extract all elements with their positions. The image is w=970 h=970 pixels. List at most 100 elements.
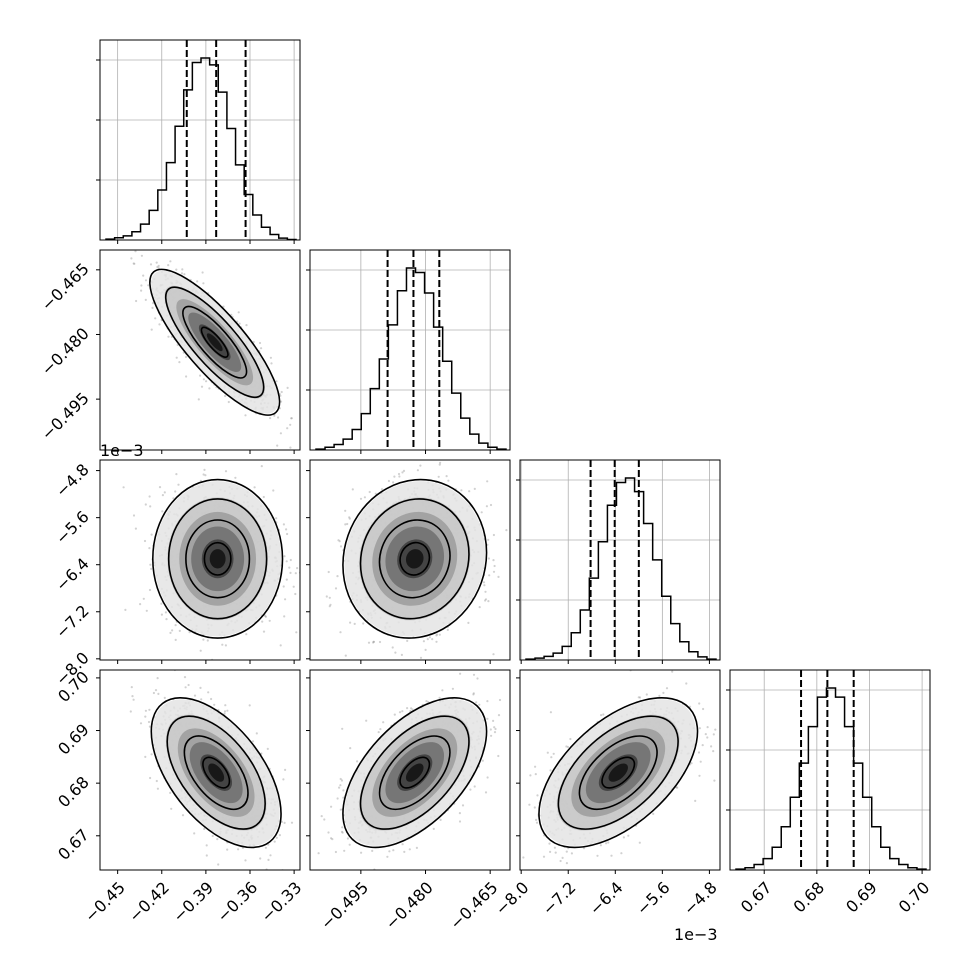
scatter-point [199, 686, 202, 690]
scatter-point [301, 408, 303, 410]
scatter-point [142, 274, 145, 277]
scatter-point [328, 596, 331, 599]
scatter-point [286, 532, 289, 536]
scatter-point [163, 491, 166, 494]
scatter-point [387, 479, 390, 483]
scatter-point [512, 608, 514, 610]
scatter-point [139, 603, 142, 606]
pair-panel-1-0 [99, 249, 303, 451]
scatter-point [131, 695, 134, 698]
scatter-point [147, 284, 150, 287]
scatter-point [149, 563, 152, 566]
scatter-point [178, 361, 181, 364]
scatter-point [419, 656, 423, 659]
scatter-point [482, 581, 486, 584]
panel-bg [730, 670, 930, 870]
scatter-point [130, 257, 133, 260]
diag-panel-2 [516, 459, 721, 661]
panel-frame [519, 459, 721, 661]
scatter-point [344, 509, 347, 512]
scatter-point [492, 559, 495, 562]
scatter-point [202, 378, 205, 381]
scatter-point [149, 776, 152, 780]
scatter-point [183, 273, 186, 276]
scatter-point [275, 836, 278, 839]
scatter-point [372, 640, 375, 643]
density-level [405, 549, 424, 569]
scatter-point [487, 600, 490, 603]
scatter-point [161, 494, 164, 497]
scatter-point [193, 832, 196, 835]
scatter-point [144, 503, 147, 506]
scatter-point [282, 778, 285, 781]
scatter-point [348, 516, 351, 519]
scatter-point [148, 708, 151, 711]
scatter-point [134, 250, 137, 253]
contour-line [200, 326, 229, 358]
scatter-point [292, 585, 295, 588]
scatter-point [397, 472, 401, 476]
scatter-point [487, 538, 490, 541]
scatter-point [185, 375, 188, 378]
scatter-point [245, 633, 248, 636]
scatter-point [467, 621, 470, 625]
scatter-point [283, 615, 286, 618]
scatter-point [143, 539, 147, 543]
pair-panel-2-0 [99, 459, 301, 663]
scatter-point [286, 427, 289, 430]
scatter-point [280, 390, 283, 394]
scatter-point [135, 299, 138, 303]
scatter-point [348, 517, 351, 520]
scatter-point [160, 613, 163, 616]
scatter-point [337, 539, 340, 542]
scatter-point [224, 644, 227, 647]
scatter-point [174, 638, 177, 642]
scatter-point [438, 463, 441, 466]
scatter-point [244, 859, 247, 862]
contour-line [151, 478, 284, 639]
scatter-point [406, 639, 409, 643]
panel-frame [99, 459, 301, 661]
panel-frame [99, 249, 301, 451]
scatter-point [175, 473, 178, 476]
scatter-point [140, 284, 143, 287]
scatter-point [336, 575, 339, 578]
scatter-point [175, 356, 178, 359]
scatter-point [484, 599, 487, 602]
scatter-point [160, 602, 163, 605]
scatter-point [164, 611, 167, 614]
scatter-point [401, 471, 404, 474]
scatter-point [329, 603, 332, 606]
scatter-point [154, 689, 158, 692]
scatter-point [132, 698, 135, 701]
scatter-point [234, 661, 236, 663]
scatter-point [122, 486, 125, 489]
scatter-point [207, 691, 210, 694]
scatter-point [172, 497, 175, 500]
scatter-point [145, 609, 148, 612]
scatter-point [154, 317, 157, 320]
scatter-point [147, 720, 151, 724]
scatter-point [344, 523, 347, 526]
scatter-point [285, 578, 288, 581]
scatter-point [346, 522, 349, 526]
scatter-point [217, 863, 220, 866]
scatter-point [163, 696, 166, 700]
contour-line [185, 519, 251, 599]
diag-panel-3 [726, 669, 931, 871]
scatter-point [203, 468, 206, 471]
scatter-point [208, 387, 211, 390]
scatter-point [213, 703, 216, 706]
scatter-point [285, 560, 288, 563]
scatter-point [436, 633, 439, 636]
scatter-point [140, 289, 143, 292]
contour-line [378, 519, 451, 599]
scatter-point [416, 469, 419, 472]
scatter-point [227, 400, 230, 404]
scatter-point [445, 475, 448, 478]
scatter-point [248, 704, 251, 707]
scatter-point [148, 547, 151, 550]
scatter-point [279, 432, 282, 435]
scatter-point [493, 564, 496, 568]
scatter-point [259, 857, 262, 860]
